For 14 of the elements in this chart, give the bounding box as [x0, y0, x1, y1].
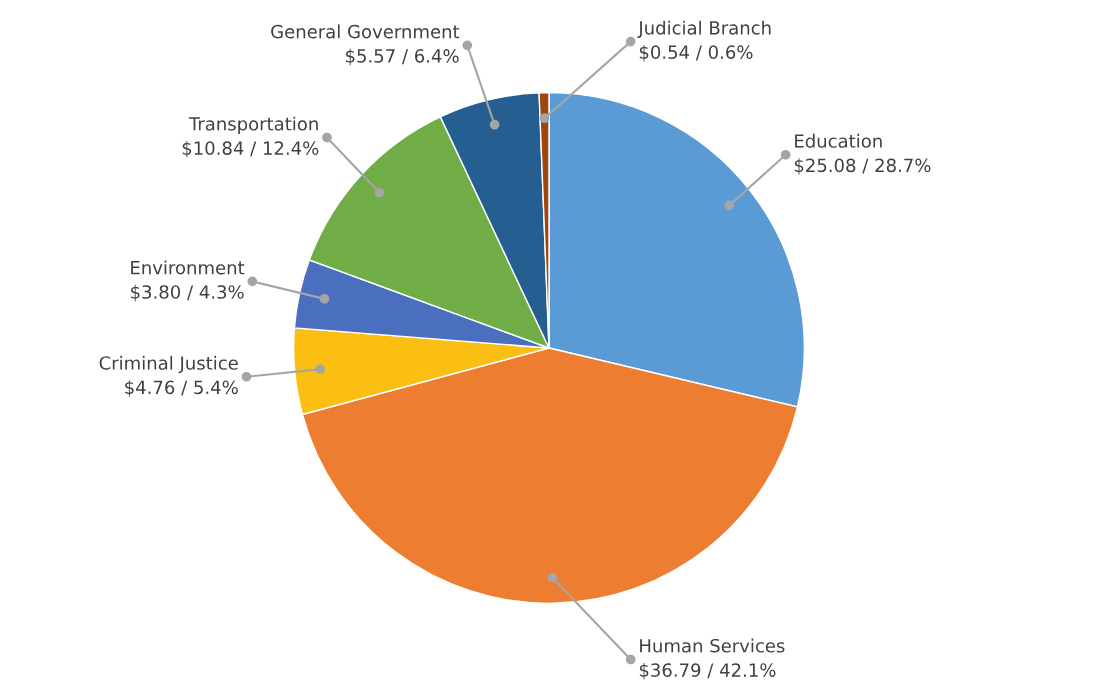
data-label: $3.80 / 4.3%: [131, 284, 244, 302]
data-label: $10.84 / 12.4%: [182, 140, 319, 158]
data-label: $25.08 / 28.7%: [794, 158, 931, 175]
slice-label: Transportation: [188, 116, 318, 135]
slice-label: Education: [795, 133, 882, 148]
slice-label: Judicial Branch: [637, 20, 771, 39]
data-label: $4.76 / 5.4%: [125, 380, 238, 397]
slice-label: General Government: [271, 24, 460, 39]
slice-label: Environment: [131, 260, 245, 275]
data-label: $36.79 / 42.1%: [639, 662, 776, 680]
data-label: $5.57 / 6.4%: [346, 48, 459, 66]
slice-label: Human Services: [640, 638, 785, 653]
slice-label: Criminal Justice: [99, 355, 238, 374]
data-label: $0.54 / 0.6%: [639, 45, 753, 62]
